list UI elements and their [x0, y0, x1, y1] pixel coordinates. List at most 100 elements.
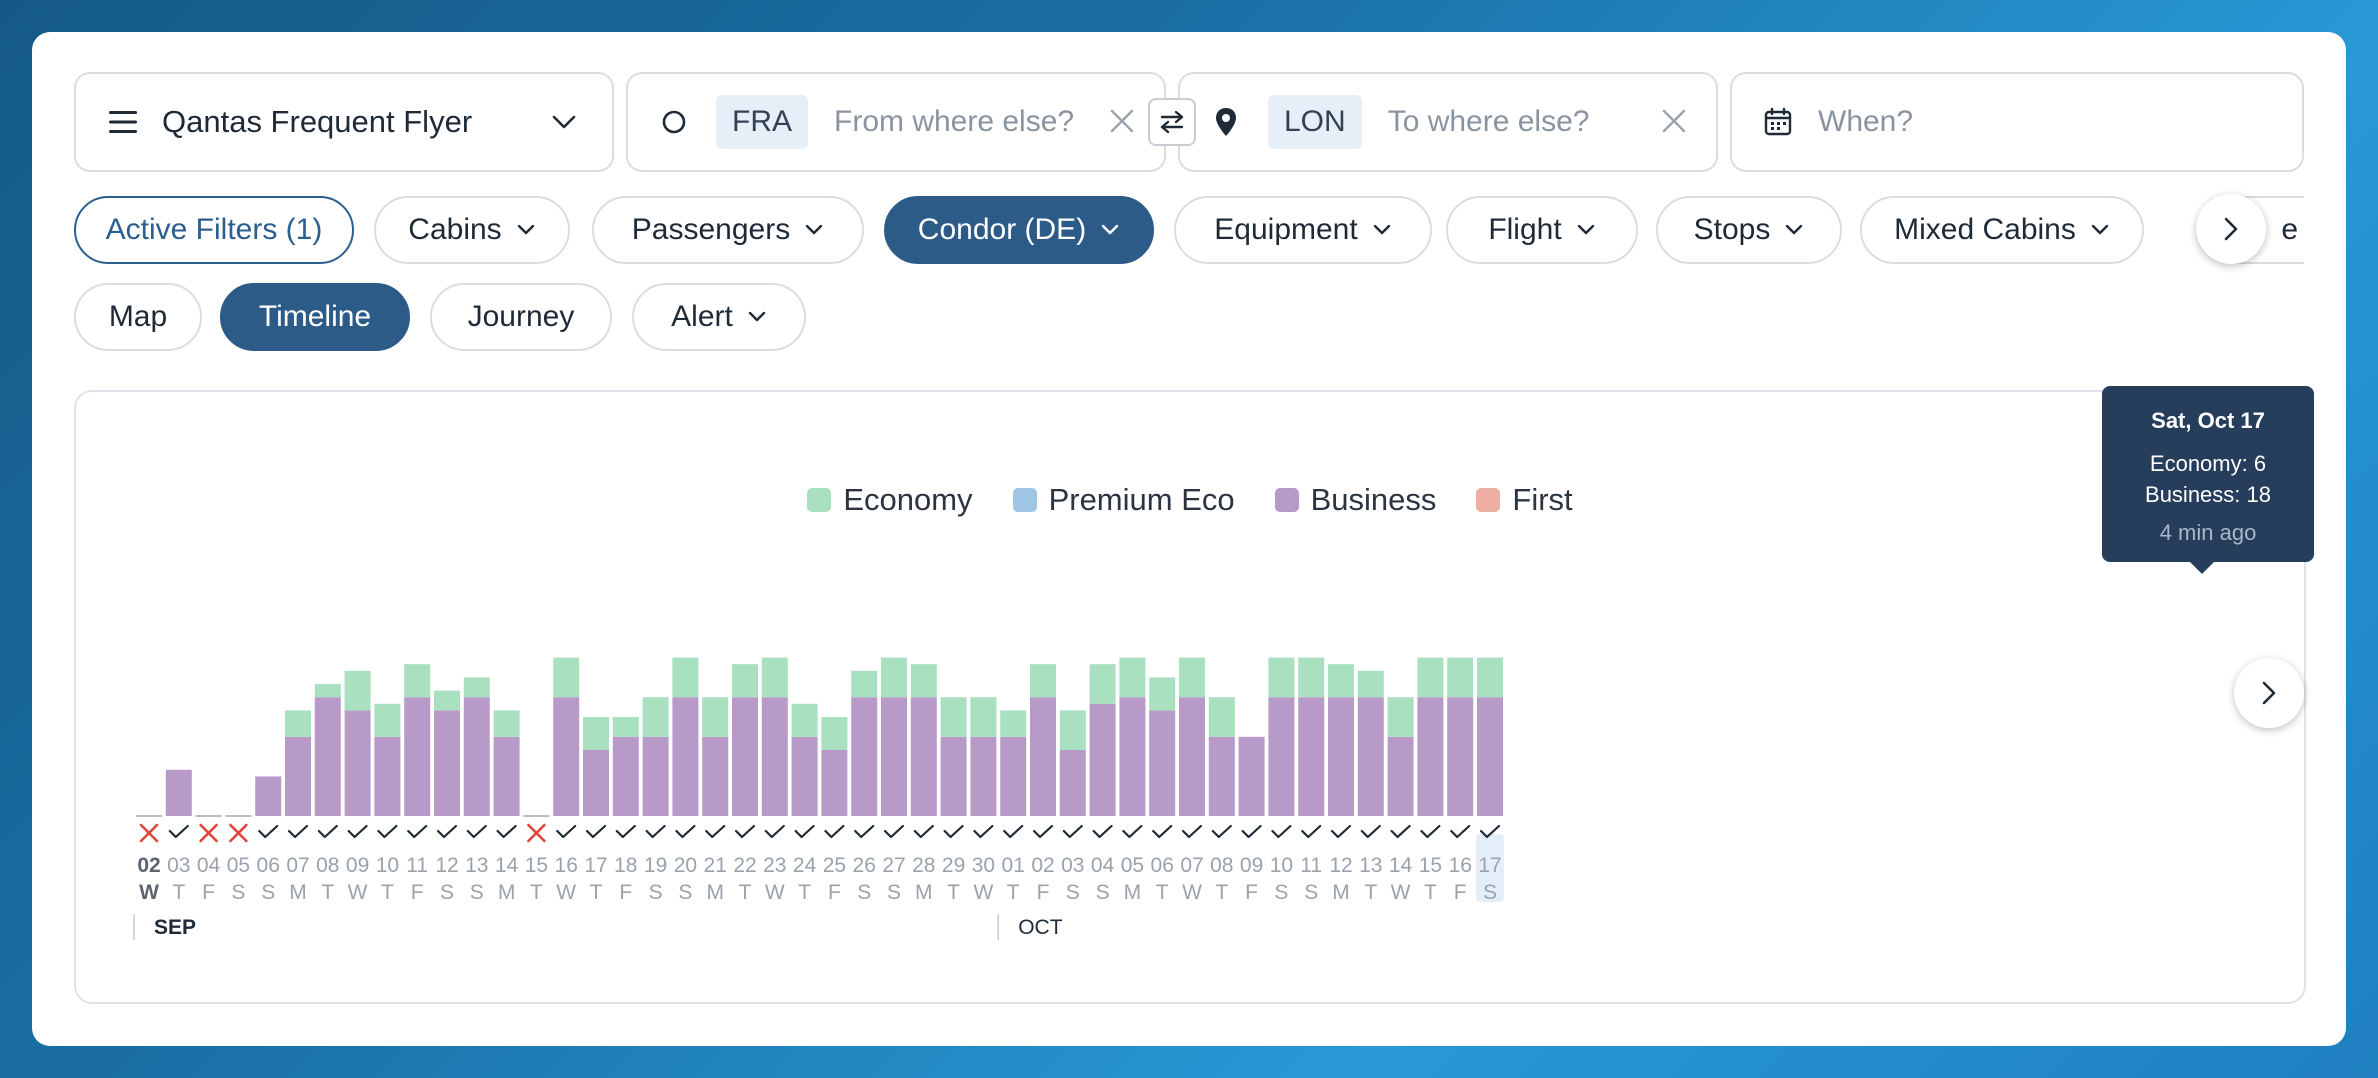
- day-number[interactable]: 20: [674, 854, 697, 877]
- day-number[interactable]: 30: [972, 854, 995, 877]
- day-number[interactable]: 28: [912, 854, 935, 877]
- bar-economy[interactable]: [642, 697, 669, 737]
- chart-next-button[interactable]: [2234, 658, 2304, 728]
- day-number[interactable]: 27: [882, 854, 905, 877]
- day-number[interactable]: 06: [1151, 854, 1174, 877]
- bar-business[interactable]: [1119, 697, 1146, 816]
- bar-business[interactable]: [344, 710, 371, 816]
- bar-economy[interactable]: [612, 717, 639, 737]
- bar-business[interactable]: [1179, 697, 1205, 816]
- cabins-filter[interactable]: Cabins: [374, 196, 570, 264]
- day-number[interactable]: 21: [704, 854, 727, 877]
- bar-business[interactable]: [434, 710, 460, 816]
- bar-business[interactable]: [1000, 736, 1027, 816]
- legend-premium[interactable]: Premium Eco: [1012, 482, 1235, 518]
- day-number[interactable]: 03: [1061, 854, 1084, 877]
- bar-economy[interactable]: [702, 697, 729, 737]
- destination-code[interactable]: LON: [1268, 95, 1362, 149]
- day-number[interactable]: 19: [644, 854, 667, 877]
- bar-economy[interactable]: [672, 657, 699, 698]
- origin-input[interactable]: From where else?: [834, 105, 1075, 138]
- active-filters-chip[interactable]: Active Filters (1): [74, 196, 354, 264]
- bar-economy[interactable]: [344, 670, 371, 711]
- bar-economy[interactable]: [910, 664, 937, 698]
- bar-economy[interactable]: [374, 703, 401, 737]
- bar-economy[interactable]: [463, 677, 490, 698]
- bar-business[interactable]: [732, 697, 758, 816]
- bar-economy[interactable]: [493, 710, 520, 737]
- day-number[interactable]: 12: [1329, 854, 1352, 877]
- legend-economy[interactable]: Economy: [807, 482, 973, 518]
- airline-filter[interactable]: Condor (DE): [884, 196, 1154, 264]
- view-timeline[interactable]: Timeline: [220, 283, 410, 351]
- bar-business[interactable]: [285, 736, 311, 816]
- view-map[interactable]: Map: [74, 283, 202, 351]
- day-number[interactable]: 08: [1210, 854, 1233, 877]
- bar-business[interactable]: [940, 736, 967, 816]
- equipment-filter[interactable]: Equipment: [1174, 196, 1432, 264]
- bar-economy[interactable]: [434, 690, 460, 711]
- bar-business[interactable]: [910, 697, 937, 816]
- day-number[interactable]: 09: [1240, 854, 1263, 877]
- bar-economy[interactable]: [1447, 657, 1474, 698]
- legend-business[interactable]: Business: [1274, 482, 1436, 518]
- swap-button[interactable]: [1148, 98, 1196, 146]
- day-number[interactable]: 10: [376, 854, 399, 877]
- alert-dropdown[interactable]: Alert: [632, 283, 806, 351]
- bar-business[interactable]: [1089, 703, 1116, 816]
- bar-economy[interactable]: [1119, 657, 1146, 698]
- bar-economy[interactable]: [1030, 664, 1056, 698]
- day-number[interactable]: 18: [614, 854, 637, 877]
- scroll-filters-right-button[interactable]: [2196, 194, 2266, 264]
- day-number[interactable]: 07: [286, 854, 309, 877]
- bar-economy[interactable]: [1328, 664, 1354, 698]
- bar-business[interactable]: [463, 697, 490, 816]
- bar-economy[interactable]: [1387, 697, 1414, 737]
- origin-field[interactable]: FRA From where else?: [626, 72, 1166, 172]
- bar-economy[interactable]: [314, 684, 341, 698]
- flight-filter[interactable]: Flight: [1446, 196, 1638, 264]
- bar-business[interactable]: [1030, 697, 1056, 816]
- bar-business[interactable]: [881, 697, 907, 816]
- destination-field[interactable]: LON To where else?: [1178, 72, 1718, 172]
- bar-business[interactable]: [1298, 697, 1325, 816]
- mixed-cabins-filter[interactable]: Mixed Cabins: [1860, 196, 2144, 264]
- day-number[interactable]: 12: [435, 854, 458, 877]
- day-number[interactable]: 14: [1389, 854, 1413, 877]
- day-number[interactable]: 29: [942, 854, 965, 877]
- bar-business[interactable]: [374, 736, 401, 816]
- bar-business[interactable]: [1059, 750, 1086, 816]
- stops-filter[interactable]: Stops: [1656, 196, 1842, 264]
- bar-economy[interactable]: [1059, 710, 1086, 750]
- day-number[interactable]: 15: [1419, 854, 1442, 877]
- bar-business[interactable]: [404, 697, 431, 816]
- bar-business[interactable]: [314, 697, 341, 816]
- bar-business[interactable]: [1149, 710, 1176, 816]
- bar-business[interactable]: [702, 736, 729, 816]
- origin-code[interactable]: FRA: [716, 95, 808, 149]
- bar-business[interactable]: [1387, 736, 1414, 816]
- clear-origin-icon[interactable]: [1102, 101, 1142, 144]
- bar-business[interactable]: [1328, 697, 1354, 816]
- day-number[interactable]: 09: [346, 854, 369, 877]
- day-number[interactable]: 07: [1180, 854, 1203, 877]
- bar-economy[interactable]: [404, 664, 431, 698]
- bar-economy[interactable]: [1298, 657, 1325, 698]
- day-number[interactable]: 24: [793, 854, 817, 877]
- bar-economy[interactable]: [1208, 697, 1235, 737]
- legend-first[interactable]: First: [1476, 482, 1573, 518]
- day-number[interactable]: 04: [1091, 854, 1115, 877]
- bar-business[interactable]: [165, 769, 192, 816]
- bar-economy[interactable]: [1000, 710, 1027, 737]
- day-number[interactable]: 23: [763, 854, 786, 877]
- day-number[interactable]: 02: [137, 854, 160, 877]
- passengers-filter[interactable]: Passengers: [592, 196, 864, 264]
- day-number[interactable]: 05: [227, 854, 250, 877]
- bar-economy[interactable]: [821, 717, 848, 750]
- bar-business[interactable]: [1477, 697, 1503, 816]
- bar-business[interactable]: [642, 736, 669, 816]
- bar-business[interactable]: [1447, 697, 1474, 816]
- day-number[interactable]: 25: [823, 854, 846, 877]
- bar-business[interactable]: [851, 697, 878, 816]
- clear-destination-icon[interactable]: [1654, 101, 1694, 144]
